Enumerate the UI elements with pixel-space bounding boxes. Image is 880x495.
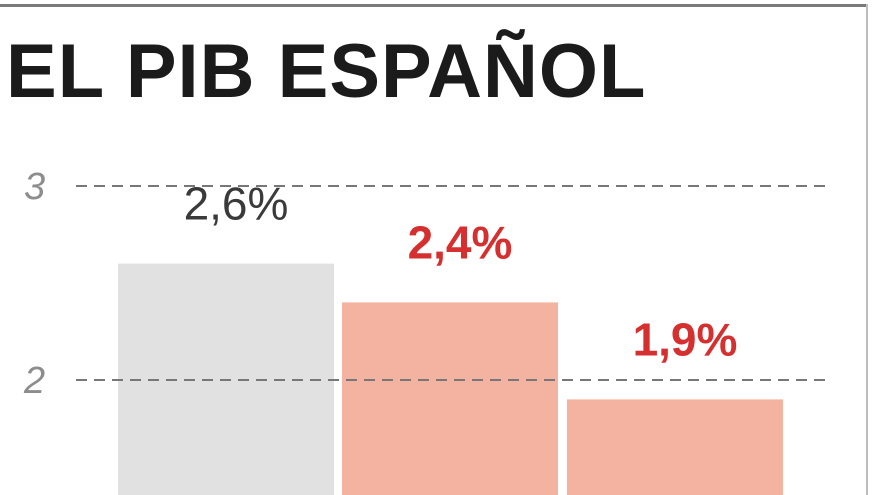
value-label-1: 2,6%: [184, 178, 289, 230]
chart-title: EL PIB ESPAÑOL: [6, 29, 647, 114]
y-tick-label: 3: [24, 166, 45, 208]
bar-3: [567, 399, 783, 495]
top-rule: [0, 4, 868, 7]
y-tick-label: 2: [23, 360, 45, 402]
value-label-3: 1,9%: [633, 313, 738, 365]
right-border: [866, 4, 868, 495]
value-label-2: 2,4%: [408, 216, 513, 268]
bar-2: [342, 302, 558, 495]
